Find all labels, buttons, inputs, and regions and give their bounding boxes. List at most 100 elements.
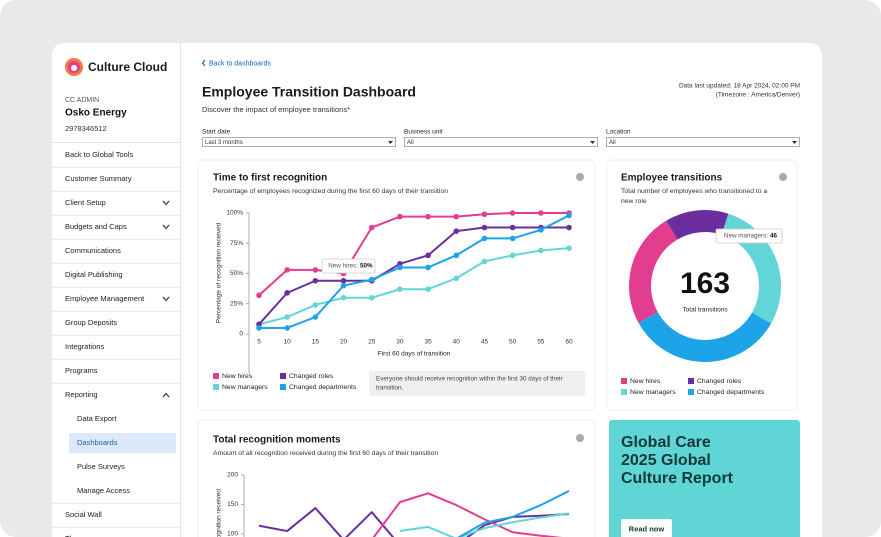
point: [509, 210, 516, 216]
y-axis-title: Recognition received: [216, 489, 223, 537]
x-tick-label: 45: [481, 339, 489, 346]
point: [453, 213, 460, 220]
legend-swatch: [213, 373, 219, 379]
filter-value: Last 3 months: [205, 140, 243, 146]
point: [284, 267, 290, 273]
point: [284, 314, 290, 320]
nav-item[interactable]: Communications: [65, 246, 121, 255]
promo-title: Global Care: [621, 434, 711, 451]
point: [538, 210, 544, 216]
y-tick-label: 25%: [230, 300, 243, 307]
nav-item[interactable]: Back to Global Tools: [65, 150, 133, 159]
x-tick-label: 15: [312, 339, 320, 346]
point: [425, 286, 431, 293]
series-line: [457, 490, 570, 537]
nav-item[interactable]: Customer Summary: [65, 174, 132, 183]
page-title: Employee Transition Dashboard: [202, 84, 416, 100]
legend-label: Changed roles: [289, 373, 334, 380]
note-box: [369, 371, 585, 396]
x-tick-label: 35: [424, 339, 432, 346]
info-icon: [576, 434, 584, 442]
promo-title: Culture Report: [621, 470, 734, 487]
legend-label: Changed departments: [289, 384, 357, 391]
role-label: CC ADMIN: [65, 97, 99, 104]
series-line: [258, 507, 570, 537]
card: [197, 419, 596, 537]
x-tick-label: 40: [453, 339, 461, 346]
back-link[interactable]: Back to dashboards: [209, 60, 271, 67]
nav-item[interactable]: Client Setup: [65, 198, 106, 207]
point: [368, 294, 375, 301]
updated-text: Data last updated: 18 Apr 2024, 02:00 PM: [679, 83, 800, 90]
filter-value: All: [407, 140, 414, 146]
active-highlight: [69, 433, 176, 453]
total-value: 163: [680, 267, 730, 300]
nav-item[interactable]: Social Wall: [65, 510, 102, 519]
donut-segment: [638, 312, 772, 362]
chart-subtitle: Percentage of employees recognized durin…: [213, 188, 448, 195]
y-axis-title: Percentage of recognition received: [216, 222, 223, 323]
y-tick-label: 150: [227, 501, 238, 508]
nav-chevron: [162, 392, 170, 398]
x-tick-label: 10: [284, 339, 292, 346]
promo-button[interactable]: [621, 519, 672, 537]
legend-swatch: [688, 378, 694, 384]
nav-item[interactable]: Digital Publishing: [65, 270, 123, 279]
x-tick-label: 60: [565, 339, 573, 346]
nav-item[interactable]: Programs: [65, 366, 98, 375]
series-line: [259, 214, 570, 329]
legend-swatch: [280, 373, 286, 379]
point: [256, 325, 262, 331]
tooltip-value: 46: [770, 233, 778, 240]
nav-item[interactable]: Reporting: [65, 390, 98, 399]
point: [397, 213, 403, 220]
nav-item[interactable]: Themes: [65, 534, 92, 537]
y-tick-label: 100%: [226, 210, 243, 217]
point: [397, 286, 403, 293]
filter-select[interactable]: [202, 137, 396, 147]
chart-subtitle: Total number of employees who transition…: [621, 188, 767, 195]
x-tick-label: 30: [396, 339, 404, 346]
filter-select[interactable]: [404, 137, 598, 147]
point: [340, 282, 347, 289]
nav-item[interactable]: Budgets and Caps: [65, 222, 127, 231]
chart-subtitle: Amount of all recognition received durin…: [213, 450, 438, 457]
nav-item[interactable]: Manage Access: [77, 486, 130, 495]
x-tick-label: 5: [257, 339, 261, 346]
series-line: [372, 492, 563, 537]
nav-item[interactable]: Pulse Surveys: [77, 462, 125, 471]
nav-item[interactable]: Dashboards: [77, 438, 118, 447]
point: [425, 252, 431, 259]
y-tick-label: 50%: [230, 270, 243, 277]
nav-item[interactable]: Data Export: [77, 414, 118, 423]
nav-item[interactable]: Integrations: [65, 342, 104, 351]
point: [284, 290, 290, 296]
filter-value: All: [609, 140, 616, 146]
promo-title: 2025 Global: [621, 452, 711, 469]
chart-title: Total recognition moments: [213, 435, 341, 446]
legend-label: New hires: [630, 378, 661, 385]
legend-label: Changed roles: [697, 378, 742, 385]
promo-button-label[interactable]: Read now: [629, 524, 665, 533]
tooltip-label: New hires:: [328, 263, 358, 270]
point: [368, 224, 375, 231]
nav-item[interactable]: Employee Management: [65, 294, 145, 303]
donut-segment: [629, 220, 678, 323]
page-subtitle: Discover the impact of employee transiti…: [202, 105, 350, 114]
select-arrow: [388, 141, 393, 144]
point: [312, 277, 319, 284]
point: [453, 252, 460, 259]
point: [538, 247, 544, 254]
card: [197, 159, 596, 411]
point: [566, 224, 572, 231]
nav-item[interactable]: Group Deposits: [65, 318, 117, 327]
point: [425, 213, 431, 220]
legend-swatch: [621, 378, 627, 384]
filter-select[interactable]: [606, 137, 800, 147]
legend-swatch: [688, 389, 694, 395]
account-id: 2978346512: [65, 124, 107, 133]
point: [453, 228, 460, 234]
point: [312, 302, 319, 308]
